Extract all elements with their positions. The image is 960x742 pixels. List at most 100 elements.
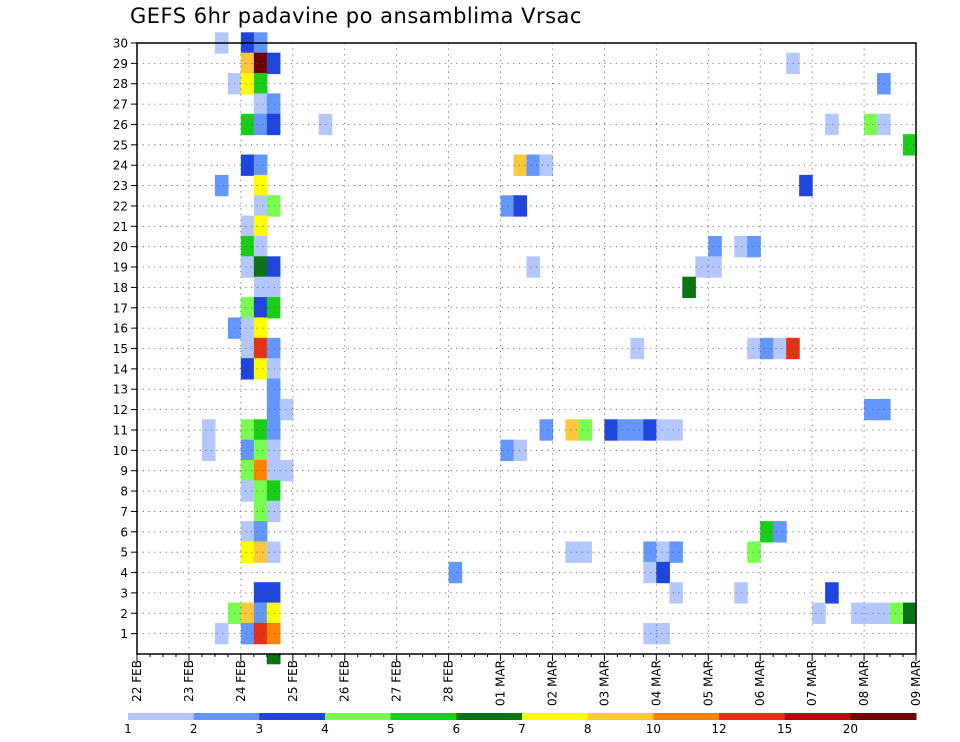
legend-swatch xyxy=(522,713,589,720)
y-tick-label: 19 xyxy=(113,261,128,275)
heatmap-cell xyxy=(539,154,554,176)
y-tick-label: 5 xyxy=(120,546,128,560)
heatmap-cell xyxy=(253,500,268,523)
y-tick-label: 10 xyxy=(113,444,128,458)
heatmap-cell xyxy=(656,541,670,563)
legend-label: 1 xyxy=(124,722,132,736)
y-tick-label: 8 xyxy=(120,485,128,499)
heatmap-cell xyxy=(266,602,281,624)
y-tick-label: 22 xyxy=(113,199,128,213)
heatmap-cell xyxy=(851,602,865,624)
heatmap-cell xyxy=(500,195,515,217)
x-tick-label: 25 FEB xyxy=(286,660,300,702)
legend-swatch xyxy=(193,713,260,720)
heatmap-cell xyxy=(240,317,255,339)
heatmap-cell xyxy=(825,582,839,604)
heatmap-cell xyxy=(240,73,255,95)
heatmap-cell xyxy=(253,521,268,543)
heatmap-cell xyxy=(253,113,268,136)
heatmap-cell xyxy=(773,337,787,360)
heatmap-cell xyxy=(253,297,268,319)
heatmap-cell xyxy=(253,602,268,624)
legend-label: 2 xyxy=(190,722,198,736)
heatmap-cell xyxy=(266,52,281,75)
heatmap-cell xyxy=(539,419,554,441)
y-tick-label: 21 xyxy=(113,220,128,234)
y-tick-label: 7 xyxy=(120,505,128,519)
heatmap-cell xyxy=(773,521,787,543)
legend-swatch xyxy=(259,713,326,720)
heatmap-cell xyxy=(656,561,670,584)
heatmap-cell xyxy=(825,113,839,136)
heatmap-cell xyxy=(760,337,774,360)
heatmap-cell xyxy=(253,73,268,95)
heatmap-cell xyxy=(266,541,281,563)
y-tick-label: 28 xyxy=(113,77,128,91)
y-tick-label: 20 xyxy=(113,240,128,254)
y-tick-label: 13 xyxy=(113,383,128,397)
heatmap-cell xyxy=(864,602,878,624)
heatmap-cell xyxy=(266,337,281,360)
y-tick-label: 23 xyxy=(113,179,128,193)
heatmap-cell xyxy=(747,541,761,563)
y-tick-label: 24 xyxy=(113,159,128,173)
y-tick-label: 16 xyxy=(113,322,128,336)
heatmap-cell xyxy=(682,276,696,299)
legend-swatch xyxy=(784,713,851,720)
heatmap-cell xyxy=(240,256,255,278)
y-tick-label: 3 xyxy=(120,586,128,600)
heatmap-cell xyxy=(448,561,463,584)
legend-label: 20 xyxy=(843,722,858,736)
heatmap-cell xyxy=(760,521,774,543)
heatmap-cell xyxy=(266,500,281,523)
y-tick-label: 14 xyxy=(113,362,128,376)
heatmap-cell xyxy=(240,480,255,502)
y-tick-label: 9 xyxy=(120,464,128,478)
y-tick-label: 4 xyxy=(120,566,128,580)
heatmap-cell xyxy=(240,622,255,645)
heatmap-cell xyxy=(240,460,255,482)
heatmap-cell xyxy=(734,235,748,258)
heatmap-cell xyxy=(253,256,268,278)
heatmap-cell xyxy=(253,93,268,115)
legend-swatch xyxy=(653,713,720,720)
legend-label: 5 xyxy=(387,722,395,736)
heatmap-cell xyxy=(903,134,917,156)
heatmap-cell xyxy=(812,602,826,624)
legend-swatch xyxy=(719,713,786,720)
heatmap-cell xyxy=(266,582,281,604)
heatmap-cell xyxy=(266,358,281,380)
legend-swatch xyxy=(390,713,457,720)
x-axis: 22 FEB 23 FEB 24 FEB 25 FEB 26 FEB 27 FEB 28 F… xyxy=(130,654,923,706)
x-tick-label: 28 FEB xyxy=(442,660,456,702)
heatmap-cell xyxy=(630,419,644,441)
x-tick-label: 23 FEB xyxy=(182,660,196,702)
x-tick-label: 24 FEB xyxy=(234,660,248,702)
heatmap-cell xyxy=(708,256,722,278)
heatmap-cell xyxy=(253,541,268,563)
heatmap-cell xyxy=(240,52,255,75)
heatmap-cell xyxy=(253,215,268,237)
heatmap-cell xyxy=(266,195,281,217)
heatmap-cell xyxy=(656,622,670,645)
heatmap-cell xyxy=(253,337,268,360)
legend-swatch xyxy=(325,713,392,720)
y-tick-label: 15 xyxy=(113,342,128,356)
heatmap-cell xyxy=(266,419,281,441)
heatmap-cell xyxy=(253,358,268,380)
heatmap-cell xyxy=(669,541,683,563)
heatmap-cell xyxy=(253,439,268,462)
heatmap-cell xyxy=(253,174,268,197)
heatmap-cell xyxy=(747,235,761,258)
y-tick-label: 12 xyxy=(113,403,128,417)
heatmap-cell xyxy=(214,174,229,197)
heatmap-cell xyxy=(253,235,268,258)
y-tick-label: 25 xyxy=(113,138,128,152)
legend-label: 6 xyxy=(453,722,461,736)
x-tick-label: 22 FEB xyxy=(130,660,144,702)
legend-label: 15 xyxy=(777,722,792,736)
heatmap-cell xyxy=(526,154,541,176)
y-tick-label: 6 xyxy=(120,525,128,539)
heatmap-cell xyxy=(513,439,528,462)
